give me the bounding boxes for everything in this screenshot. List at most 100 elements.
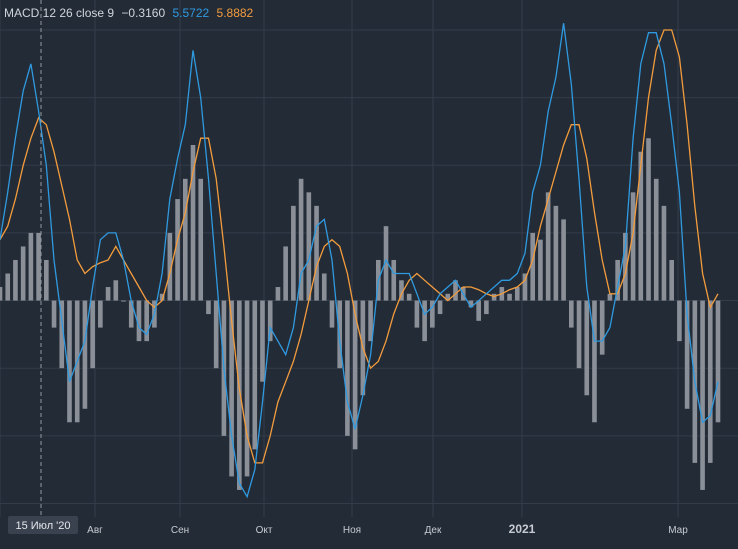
histogram-bar xyxy=(244,300,250,477)
histogram-bar xyxy=(530,232,536,301)
histogram-bar xyxy=(213,300,219,369)
histogram-bar xyxy=(5,273,11,301)
x-tick-label: Сен xyxy=(171,525,189,536)
histogram-bar xyxy=(661,205,667,301)
histogram-bar xyxy=(437,300,443,315)
histogram-bar xyxy=(128,300,134,328)
x-tick-label: Ноя xyxy=(343,525,361,536)
histogram-bar xyxy=(267,300,273,342)
histogram-bar xyxy=(345,300,350,436)
histogram-bar xyxy=(484,300,489,315)
histogram-bar xyxy=(82,300,88,409)
histogram-bar xyxy=(113,280,119,301)
histogram-bar xyxy=(90,300,95,369)
histogram-bar xyxy=(715,300,721,423)
histogram-bar xyxy=(105,287,111,301)
histogram-bar xyxy=(252,300,258,450)
histogram-bar xyxy=(283,246,288,301)
x-tick-label: Дек xyxy=(425,525,442,536)
histogram-bar xyxy=(136,300,142,342)
histogram-bar xyxy=(576,300,582,369)
histogram-bar xyxy=(306,192,312,301)
x-tick-label: Авг xyxy=(87,525,103,536)
crosshair-date-text: 15 Июл '20 xyxy=(15,520,70,532)
histogram-bar xyxy=(36,232,41,301)
time-axis: Авг Сен Окт Ноя Дек 2021 Мар xyxy=(0,517,738,549)
histogram-bar xyxy=(198,178,204,301)
histogram-bar xyxy=(630,192,636,301)
grid-lines xyxy=(0,0,738,517)
histogram-bar xyxy=(167,232,173,301)
histogram-bar xyxy=(507,293,512,301)
x-tick-label: Окт xyxy=(256,525,273,536)
histogram-bar xyxy=(646,138,651,301)
histogram-bar xyxy=(291,205,296,301)
histogram-bar xyxy=(422,300,427,342)
histogram-bar xyxy=(522,273,528,301)
histogram-bar xyxy=(553,205,559,301)
histogram-bar xyxy=(13,259,18,301)
histogram-bar xyxy=(260,300,265,382)
histogram-bar xyxy=(67,300,72,423)
signal-line xyxy=(0,29,719,464)
histogram-bar xyxy=(514,287,520,301)
histogram-bar xyxy=(368,300,373,342)
indicator-title: MACD 12 26 close 9 xyxy=(4,6,115,20)
histogram-bar xyxy=(615,259,620,301)
histogram-bar xyxy=(684,300,690,409)
histogram-bar xyxy=(159,293,165,301)
signal-series xyxy=(0,29,719,464)
histogram-bar xyxy=(592,300,597,423)
crosshair-date-label: 15 Июл '20 xyxy=(8,516,78,534)
x-tick-label: Мар xyxy=(668,525,688,536)
histogram-bar xyxy=(352,300,358,450)
histogram-bar xyxy=(653,178,659,301)
histogram-bar xyxy=(677,300,682,342)
histogram-bar xyxy=(568,300,574,328)
histogram-bar xyxy=(399,280,404,301)
histogram-bar xyxy=(314,205,319,301)
histogram-bar xyxy=(584,300,590,396)
histogram-bar xyxy=(406,293,412,301)
histogram-bar xyxy=(638,151,644,301)
histogram-bar xyxy=(561,219,566,301)
histogram-bar xyxy=(468,300,474,308)
histogram-bar xyxy=(59,300,65,369)
histogram-bar xyxy=(430,300,435,328)
histogram-bar xyxy=(98,300,103,328)
histogram-bar xyxy=(298,178,304,301)
histogram-bar xyxy=(28,232,34,301)
histogram-bar xyxy=(453,280,458,301)
histogram-bar xyxy=(20,246,26,301)
histogram-bar xyxy=(623,232,628,301)
histogram-series xyxy=(0,138,721,490)
histogram-bar xyxy=(700,300,705,490)
histogram-bar xyxy=(229,300,234,477)
macd-series xyxy=(0,23,719,499)
histogram-bar xyxy=(206,300,211,315)
histogram-value: −0.3160 xyxy=(121,6,166,20)
histogram-bar xyxy=(144,300,150,342)
histogram-bar xyxy=(538,239,543,301)
axis-background xyxy=(0,517,738,549)
histogram-bar xyxy=(383,226,389,301)
histogram-bar xyxy=(476,300,481,321)
histogram-bar xyxy=(51,300,57,328)
histogram-bar xyxy=(599,300,605,355)
macd-line xyxy=(0,23,719,499)
histogram-bar xyxy=(275,287,281,301)
signal-value: 5.8882 xyxy=(216,6,254,20)
histogram-bar xyxy=(707,300,713,463)
histogram-bar xyxy=(237,300,242,490)
histogram-bar xyxy=(182,178,188,301)
histogram-bar xyxy=(414,300,420,328)
histogram-bar xyxy=(121,300,126,302)
histogram-bar xyxy=(545,192,551,301)
histogram-bar xyxy=(0,287,3,301)
histogram-bar xyxy=(44,259,49,301)
histogram-bar xyxy=(175,199,180,301)
x-tick-label: 2021 xyxy=(509,522,536,536)
histogram-bar xyxy=(445,293,451,301)
